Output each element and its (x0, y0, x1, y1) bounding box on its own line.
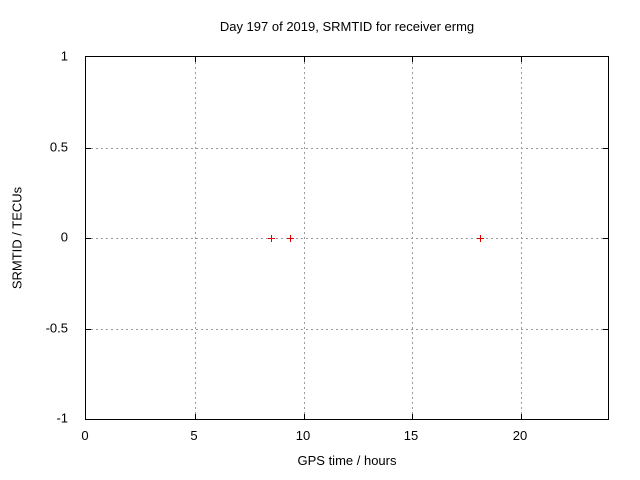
plot-area (85, 56, 609, 420)
data-point-marker (268, 235, 275, 242)
y-tick-mark-right (603, 238, 608, 239)
x-tick-mark-top (521, 57, 522, 62)
x-tick-label: 20 (512, 428, 528, 443)
y-tick-mark-right (603, 148, 608, 149)
gridline-horizontal (86, 329, 608, 330)
y-tick-mark-left (86, 329, 91, 330)
data-point-marker (477, 235, 484, 242)
y-tick-label: 0.5 (49, 139, 68, 155)
x-tick-label: 5 (190, 428, 198, 443)
x-axis-label: GPS time / hours (297, 453, 397, 468)
y-tick-label: 1 (60, 48, 68, 64)
x-tick-mark-top (412, 57, 413, 62)
x-tick-label: 10 (295, 428, 311, 443)
y-tick-label: 0 (60, 229, 68, 245)
x-tick-mark-top (195, 57, 196, 62)
x-tick-mark-bottom (304, 414, 305, 419)
x-tick-label: 0 (81, 428, 89, 443)
x-tick-label: 15 (403, 428, 419, 443)
chart-title: Day 197 of 2019, SRMTID for receiver erm… (219, 19, 475, 34)
x-tick-mark-bottom (195, 414, 196, 419)
x-tick-mark-top (304, 57, 305, 62)
data-point-marker (287, 235, 294, 242)
y-tick-label: -0.5 (45, 320, 68, 336)
x-tick-mark-bottom (412, 414, 413, 419)
gridline-horizontal (86, 148, 608, 149)
gridline-horizontal (86, 238, 608, 239)
y-tick-mark-left (86, 148, 91, 149)
x-tick-mark-bottom (521, 414, 522, 419)
y-tick-mark-left (86, 238, 91, 239)
y-tick-mark-right (603, 329, 608, 330)
y-tick-label: -1 (56, 410, 68, 426)
